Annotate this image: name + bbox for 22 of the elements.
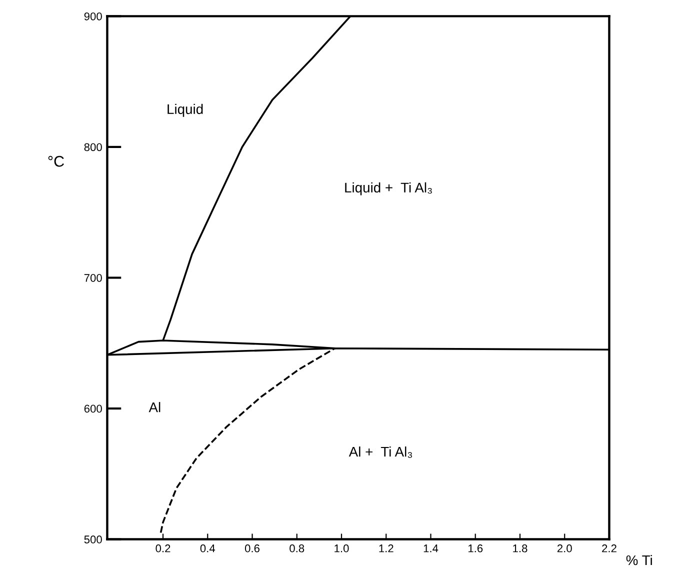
- annotation: Liquid + Ti Al₃: [345, 182, 432, 196]
- x-tick-label: 0.4: [200, 544, 216, 552]
- x-tick-label: 0.6: [244, 544, 260, 552]
- x-tick-label: 1.0: [334, 544, 349, 552]
- y-tick-label: 900: [84, 12, 102, 20]
- x-tick-label: 2.2: [602, 544, 616, 552]
- y-axis-title: °C: [48, 156, 64, 167]
- annotation: Liquid: [168, 104, 203, 117]
- x-tick-label: 1.4: [424, 544, 438, 552]
- y-tick-label: 500: [84, 536, 102, 544]
- x-tick-label: 1.8: [513, 544, 528, 552]
- x-tick-label: 2.0: [557, 544, 572, 552]
- x-axis-title: % Ti: [626, 554, 652, 566]
- x-tick-label: 1.2: [379, 544, 394, 552]
- x-tick-label: 0.2: [156, 544, 170, 552]
- x-tick-label: 0.8: [290, 544, 304, 552]
- annotation: Al: [148, 402, 160, 412]
- y-tick-label: 800: [84, 143, 102, 152]
- y-tick-label: 600: [84, 404, 102, 413]
- y-tick-label: 700: [84, 274, 102, 282]
- annotation: Al + Ti Al₃: [348, 446, 412, 458]
- x-tick-label: 1.6: [468, 544, 483, 552]
